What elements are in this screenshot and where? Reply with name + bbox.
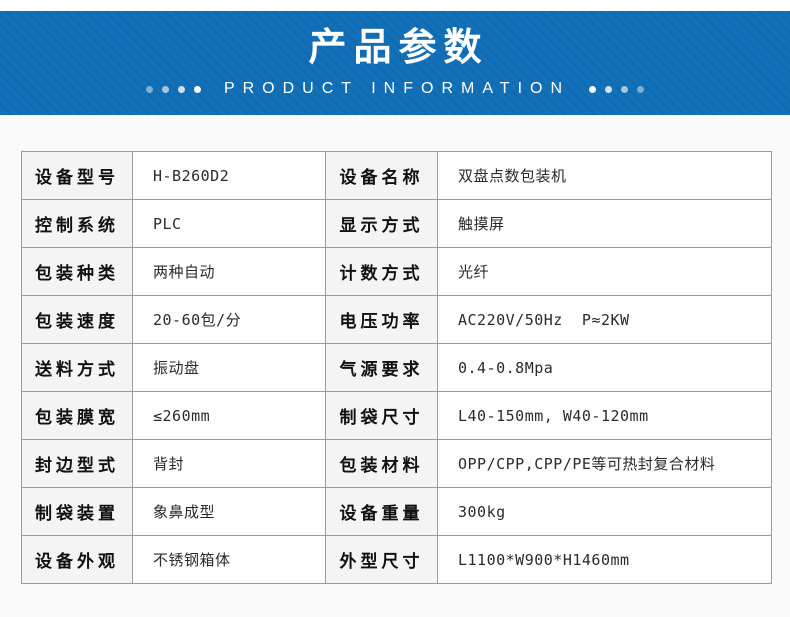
param-label: 送料方式 [21, 343, 133, 392]
param-label: 设备型号 [21, 151, 133, 200]
table-row: 设备外观 不锈钢箱体 外型尺寸 L1100*W900*H1460mm [21, 535, 772, 584]
param-value: ≤260mm [132, 391, 326, 440]
spec-table: 设备型号 H-B260D2 设备名称 双盘点数包装机 控制系统 PLC 显示方式… [21, 151, 772, 584]
param-label: 包装膜宽 [21, 391, 133, 440]
param-label: 设备名称 [325, 151, 438, 200]
param-label: 制袋尺寸 [325, 391, 438, 440]
param-value: 触摸屏 [437, 199, 772, 248]
param-value: AC220V/50Hz P≈2KW [437, 295, 772, 344]
table-row: 制袋装置 象鼻成型 设备重量 300kg [21, 487, 772, 536]
table-row: 控制系统 PLC 显示方式 触摸屏 [21, 199, 772, 248]
param-label: 计数方式 [325, 247, 438, 296]
banner-subtitle-row: PRODUCT INFORMATION [145, 80, 645, 98]
param-value: H-B260D2 [132, 151, 326, 200]
dot-icon [177, 85, 185, 93]
top-margin-strip [0, 0, 790, 11]
table-row: 封边型式 背封 包装材料 OPP/CPP,CPP/PE等可热封复合材料 [21, 439, 772, 488]
spec-section: 设备型号 H-B260D2 设备名称 双盘点数包装机 控制系统 PLC 显示方式… [0, 115, 790, 617]
param-label: 包装种类 [21, 247, 133, 296]
param-value: 背封 [132, 439, 326, 488]
param-label: 气源要求 [325, 343, 438, 392]
page-subtitle: PRODUCT INFORMATION [223, 80, 571, 98]
param-label: 电压功率 [325, 295, 438, 344]
table-row: 送料方式 振动盘 气源要求 0.4-0.8Mpa [21, 343, 772, 392]
param-label: 控制系统 [21, 199, 133, 248]
dot-icon [637, 85, 645, 93]
table-row: 设备型号 H-B260D2 设备名称 双盘点数包装机 [21, 151, 772, 200]
right-fade-dots [589, 85, 645, 93]
section-banner: 产品参数 PRODUCT INFORMATION [0, 11, 790, 115]
param-value: 振动盘 [132, 343, 326, 392]
param-value: PLC [132, 199, 326, 248]
param-value: L1100*W900*H1460mm [437, 535, 772, 584]
left-fade-dots [145, 85, 201, 93]
param-label: 外型尺寸 [325, 535, 438, 584]
param-label: 设备外观 [21, 535, 133, 584]
param-value: 300kg [437, 487, 772, 536]
param-value: 20-60包/分 [132, 295, 326, 344]
dot-icon [621, 85, 629, 93]
param-value: 不锈钢箱体 [132, 535, 326, 584]
param-label: 包装材料 [325, 439, 438, 488]
param-label: 设备重量 [325, 487, 438, 536]
param-value: 双盘点数包装机 [437, 151, 772, 200]
dot-icon [145, 85, 153, 93]
param-value: 两种自动 [132, 247, 326, 296]
param-label: 制袋装置 [21, 487, 133, 536]
page-title: 产品参数 [308, 26, 489, 69]
dot-icon [193, 85, 201, 93]
param-value: OPP/CPP,CPP/PE等可热封复合材料 [437, 439, 772, 488]
dot-icon [605, 85, 613, 93]
table-row: 包装种类 两种自动 计数方式 光纤 [21, 247, 772, 296]
param-value: 象鼻成型 [132, 487, 326, 536]
table-row: 包装膜宽 ≤260mm 制袋尺寸 L40-150mm, W40-120mm [21, 391, 772, 440]
dot-icon [161, 85, 169, 93]
param-value: 光纤 [437, 247, 772, 296]
param-label: 封边型式 [21, 439, 133, 488]
param-value: L40-150mm, W40-120mm [437, 391, 772, 440]
table-row: 包装速度 20-60包/分 电压功率 AC220V/50Hz P≈2KW [21, 295, 772, 344]
dot-icon [589, 85, 597, 93]
param-value: 0.4-0.8Mpa [437, 343, 772, 392]
param-label: 显示方式 [325, 199, 438, 248]
param-label: 包装速度 [21, 295, 133, 344]
